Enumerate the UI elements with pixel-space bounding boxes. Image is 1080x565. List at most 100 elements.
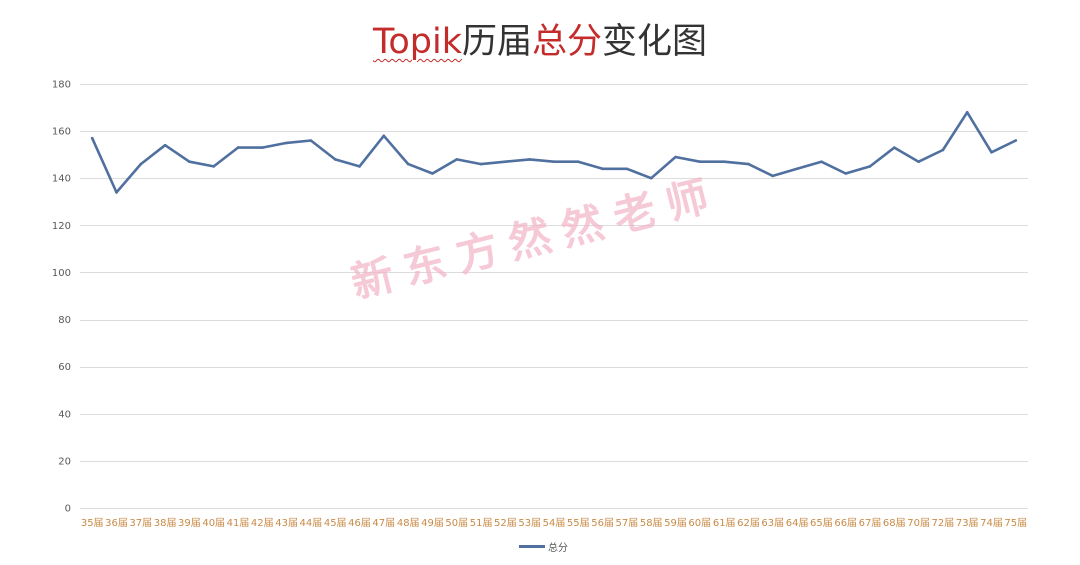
x-tick-label: 73届 [956,517,979,529]
y-tick-label: 0 [65,504,71,515]
data-point [747,162,750,166]
data-point [188,160,191,163]
x-tick-label: 42届 [251,517,274,529]
data-point [820,160,823,163]
chart-title-segment: 历届 [462,22,533,62]
data-point [552,160,556,163]
y-tick-label: 120 [52,221,71,232]
data-point [771,174,775,178]
legend-line-swatch [519,544,545,548]
y-tick-label: 100 [52,268,71,279]
x-tick-label: 60届 [688,517,711,529]
x-tick-label: 66届 [834,517,857,529]
x-tick-label: 44届 [300,517,323,529]
data-point [431,172,434,175]
data-point [479,162,483,166]
x-tick-label: 52届 [494,517,517,529]
chart-title-segment: 总分 [532,22,603,62]
x-tick-label: 47届 [372,517,395,529]
data-point [455,158,459,161]
legend-label: 总分 [548,542,568,554]
x-tick-label: 46届 [348,517,371,529]
data-point [382,134,386,138]
data-point [625,167,629,171]
x-tick-label: 62届 [737,517,760,529]
data-point [358,165,361,168]
data-point [504,160,507,163]
chart-title: Topik历届总分变化图 [0,21,1080,63]
data-point [795,167,799,171]
x-tick-label: 58届 [640,517,663,529]
data-point [941,148,945,152]
data-point [163,143,167,147]
data-point [868,165,872,168]
x-tick-label: 48届 [397,517,420,529]
x-tick-label: 40届 [202,517,225,529]
x-tick-label: 49届 [421,517,444,529]
x-tick-label: 35届 [81,517,104,529]
data-point [722,160,726,163]
x-tick-label: 43届 [275,517,298,529]
data-point [990,151,993,154]
data-point [528,158,531,161]
data-point [406,162,410,166]
data-point [333,158,337,161]
y-tick-label: 40 [58,409,71,420]
x-tick-label: 67届 [859,517,882,529]
x-tick-label: 51届 [470,517,493,529]
data-point [139,162,143,166]
x-tick-label: 36届 [105,517,128,529]
data-point [601,167,604,171]
data-point [212,165,215,168]
x-tick-label: 59届 [664,517,687,529]
x-tick-label: 72届 [932,517,955,529]
data-point [674,155,677,159]
series-line [90,111,1018,194]
legend: 总分 [519,539,568,554]
data-point [285,141,288,145]
data-point [309,139,313,142]
x-tick-label: 75届 [1004,517,1027,529]
x-tick-label: 45届 [324,517,347,529]
data-point [844,172,847,175]
data-point [90,136,94,140]
x-tick-label: 65届 [810,517,833,529]
data-point [261,146,264,149]
data-point [1014,139,1018,142]
x-tick-label: 57届 [616,517,639,529]
x-axis-tick-labels: 35届 36届 37届 38届 39届 40届 41届 42届 43届 44届 45届 46届 47届 4… [81,517,1027,529]
x-tick-label: 50届 [445,517,468,529]
x-tick-label: 41届 [227,517,250,529]
x-tick-label: 53届 [518,517,541,529]
data-point [965,111,969,114]
x-tick-label: 64届 [786,517,809,529]
data-point [577,160,580,163]
chart-title-segment: 变化图 [602,22,708,62]
x-tick-label: 56届 [591,517,614,529]
x-tick-label: 39届 [178,517,201,529]
x-tick-label: 38届 [154,517,177,529]
x-tick-label: 68届 [883,517,906,529]
data-point [893,146,896,149]
y-tick-label: 80 [58,315,71,326]
x-tick-label: 37届 [129,517,152,529]
y-tick-label: 180 [52,80,71,91]
x-tick-label: 63届 [761,517,784,529]
data-point [917,160,920,163]
y-tick-label: 20 [58,456,71,467]
data-point [698,160,702,163]
y-axis-tick-labels: 0 20 40 60 80 100 120 140 160 180 [52,80,71,515]
x-tick-label: 74届 [980,517,1003,529]
y-tick-label: 140 [52,174,71,185]
data-point [236,146,240,149]
gridlines [80,84,1028,509]
x-tick-label: 61届 [713,517,736,529]
series-total [90,111,1018,194]
y-tick-label: 160 [52,127,71,138]
data-point [115,191,118,194]
y-tick-label: 60 [58,362,71,373]
x-tick-label: 54届 [543,517,566,529]
x-tick-label: 70届 [907,517,930,529]
